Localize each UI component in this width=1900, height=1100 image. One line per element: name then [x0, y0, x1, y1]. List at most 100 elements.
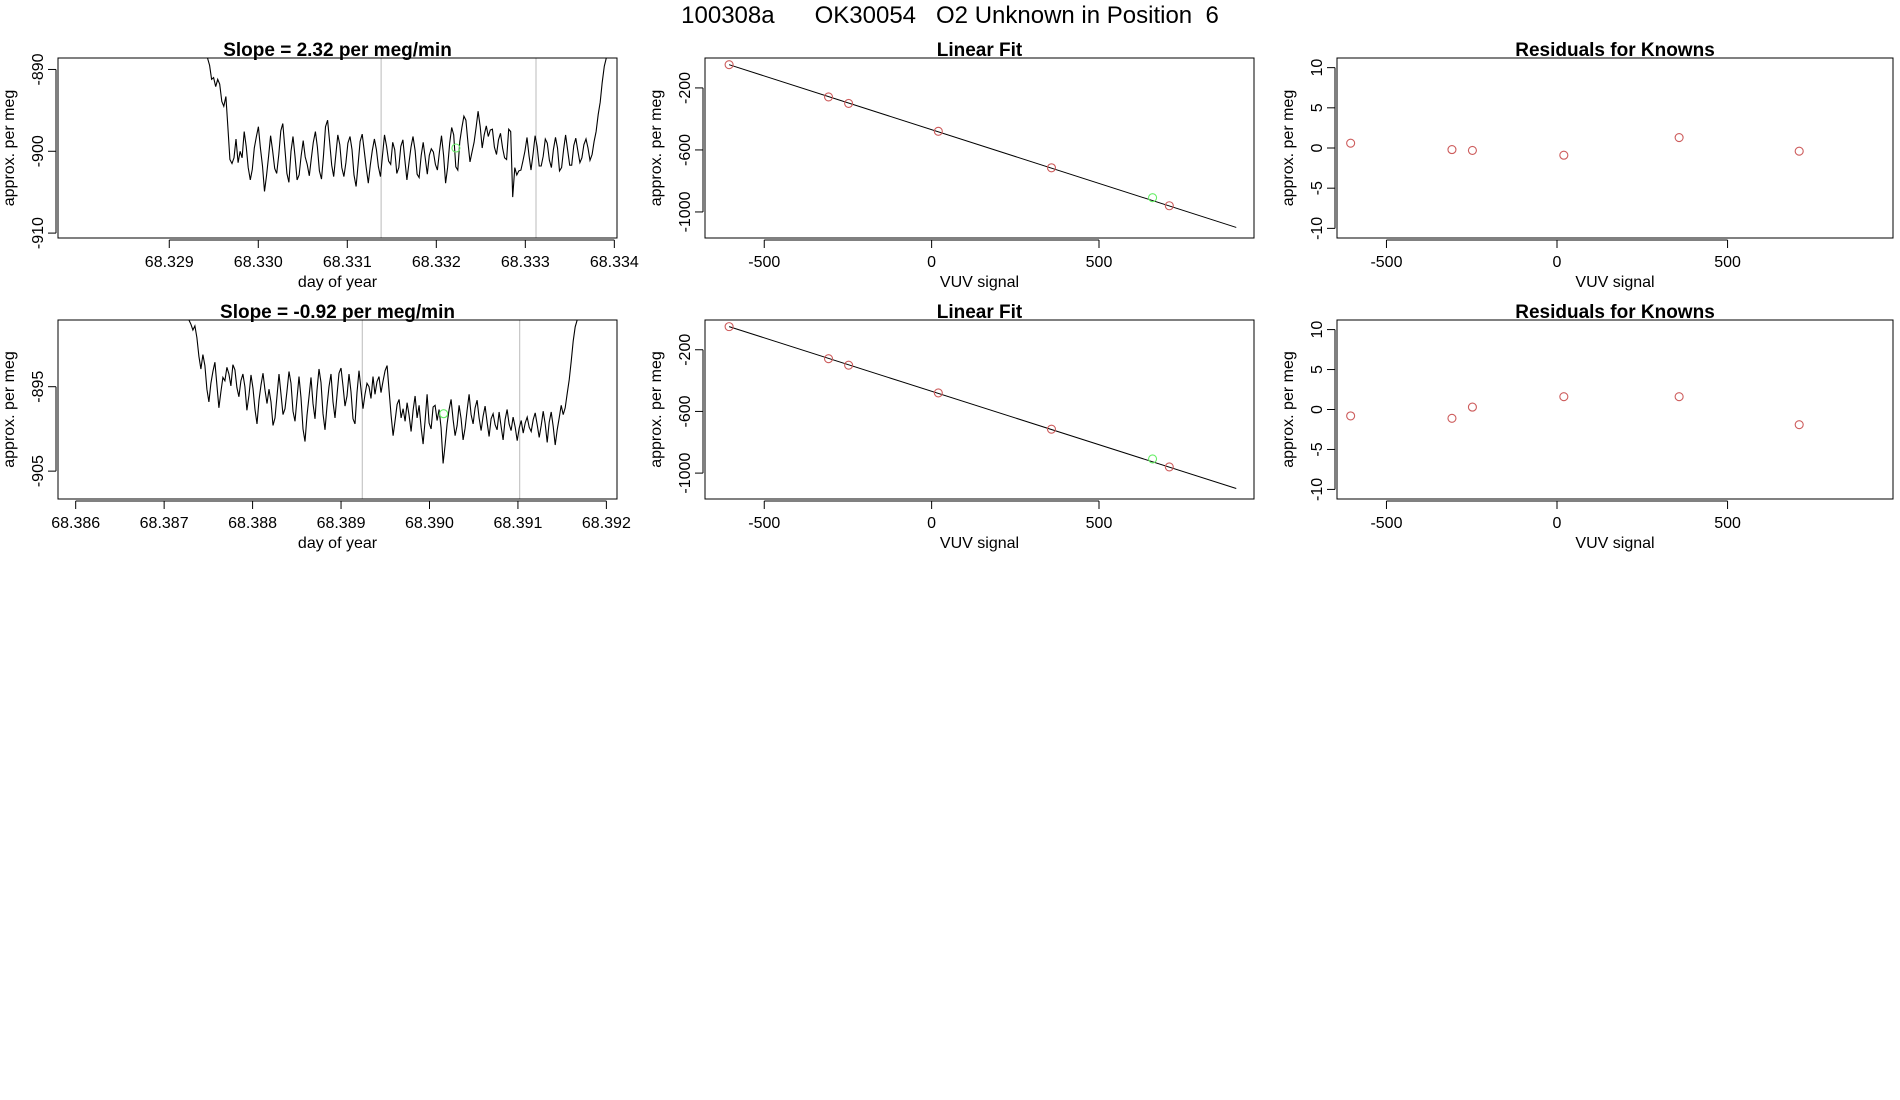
- plot-area: [724, 60, 1237, 228]
- x-tick-label: 68.392: [582, 515, 631, 532]
- x-tick-label: 68.329: [145, 254, 194, 271]
- x-tick-label: 68.334: [590, 254, 639, 271]
- y-tick-label: 0: [1309, 405, 1326, 414]
- x-tick-label: 68.389: [317, 515, 366, 532]
- x-axis-label: VUV signal: [940, 535, 1019, 552]
- known-point: [1467, 145, 1477, 155]
- known-point: [1346, 411, 1356, 421]
- x-tick-label: 68.391: [493, 515, 542, 532]
- plot-area: [1346, 392, 1804, 430]
- fit-line: [728, 64, 1237, 228]
- x-tick-label: 500: [1086, 254, 1113, 271]
- known-point: [933, 126, 943, 136]
- y-tick-label: 5: [1309, 103, 1326, 112]
- y-tick-label: -10: [1309, 478, 1326, 501]
- panel-drift-2: Slope = -0.92 per meg/min 68.386 68.387 68.…: [1, 302, 631, 552]
- known-point: [1447, 413, 1457, 423]
- known-point: [823, 354, 834, 364]
- y-axis-label: approx. per meg: [1280, 351, 1297, 468]
- x-tick-label: -500: [748, 254, 780, 271]
- chart-title: Slope = 2.32 per meg/min: [223, 40, 452, 61]
- known-point: [933, 388, 943, 398]
- plot-frame: [57, 319, 618, 500]
- known-point: [823, 92, 834, 102]
- panel-drift-1: Slope = 2.32 per meg/min 68.329 68.330 68.3…: [1, 40, 639, 291]
- known-point: [1559, 392, 1569, 402]
- chart-title: Linear Fit: [937, 40, 1023, 61]
- x-tick-label: -500: [748, 515, 780, 532]
- x-axis-label: VUV signal: [1575, 535, 1654, 552]
- plot-frame: [57, 57, 618, 239]
- panel-residuals-1: Residuals for Knowns -500 0 500 VUV signal -1…: [1280, 40, 1894, 291]
- y-axis-label: approx. per meg: [1280, 90, 1297, 207]
- x-tick-label: 68.387: [140, 515, 189, 532]
- x-tick-label: 68.331: [323, 254, 372, 271]
- known-point: [1046, 424, 1057, 434]
- plot-frame: [1336, 319, 1894, 500]
- x-tick-label: 68.330: [234, 254, 283, 271]
- plot-frame: [1336, 57, 1894, 239]
- y-tick-label: -200: [677, 72, 694, 104]
- plot-area: [1346, 133, 1804, 160]
- y-tick-label: -1000: [677, 191, 694, 232]
- known-point: [1046, 163, 1057, 173]
- known-point: [844, 360, 854, 370]
- unknown-point: [1148, 193, 1158, 203]
- y-tick-label: -1000: [677, 453, 694, 494]
- y-tick-label: 0: [1309, 143, 1326, 152]
- plot-area: [724, 322, 1237, 489]
- x-tick-label: 500: [1714, 515, 1741, 532]
- panel-linear-fit-1: Linear Fit -500 0 500 VUV signal -1000 -600 -20…: [648, 40, 1255, 291]
- x-axis-label: VUV signal: [1575, 274, 1654, 291]
- y-tick-label: -5: [1309, 442, 1326, 456]
- x-axis-label: day of year: [298, 274, 378, 291]
- y-tick-label: -10: [1309, 217, 1326, 240]
- known-point: [1346, 138, 1356, 148]
- x-tick-label: 500: [1714, 254, 1741, 271]
- panel-linear-fit-2: Linear Fit -500 0 500 VUV signal -1000 -600 -20…: [648, 302, 1255, 552]
- x-axis-label: day of year: [298, 535, 378, 552]
- y-tick-label: 5: [1309, 365, 1326, 374]
- y-axis-label: approx. per meg: [648, 351, 665, 468]
- y-tick-label: -900: [30, 135, 47, 167]
- known-point: [1164, 462, 1174, 472]
- y-tick-label: -895: [30, 371, 47, 403]
- y-axis-label: approx. per meg: [1, 351, 18, 468]
- unknown-point: [1148, 454, 1158, 464]
- known-point: [1794, 146, 1804, 156]
- y-tick-label: -910: [30, 217, 47, 249]
- chart-title: Slope = -0.92 per meg/min: [220, 302, 455, 323]
- y-tick-label: -200: [677, 334, 694, 366]
- known-point: [724, 322, 734, 332]
- known-point: [1674, 133, 1684, 143]
- chart-title: Residuals for Knowns: [1515, 302, 1715, 323]
- panel-residuals-2: Residuals for Knowns -500 0 500 VUV signal -1…: [1280, 302, 1894, 552]
- x-tick-label: 0: [927, 515, 936, 532]
- known-point: [844, 98, 854, 108]
- plot-area: [188, 320, 578, 499]
- x-tick-label: 0: [927, 254, 936, 271]
- x-tick-label: 68.386: [51, 515, 100, 532]
- x-axis-label: VUV signal: [940, 274, 1019, 291]
- figure-title: 100308a OK30054 O2 Unknown in Position 6: [681, 2, 1219, 29]
- x-tick-label: -500: [1370, 254, 1402, 271]
- known-point: [1164, 201, 1174, 211]
- y-tick-label: -905: [30, 455, 47, 487]
- unknown-sample-point: [439, 409, 449, 419]
- y-tick-label: -600: [677, 395, 694, 427]
- x-tick-label: 68.388: [228, 515, 277, 532]
- x-tick-label: 0: [1553, 254, 1562, 271]
- x-tick-label: 68.332: [412, 254, 461, 271]
- x-tick-label: 500: [1086, 515, 1113, 532]
- series-line: [188, 320, 578, 464]
- y-axis-label: approx. per meg: [648, 90, 665, 207]
- chart-title: Linear Fit: [937, 302, 1023, 323]
- y-tick-label: -5: [1309, 181, 1326, 195]
- y-tick-label: -890: [30, 53, 47, 85]
- plot-frame: [704, 319, 1255, 500]
- chart-title: Residuals for Knowns: [1515, 40, 1715, 61]
- y-axis-label: approx. per meg: [1, 90, 18, 207]
- y-tick-label: 10: [1309, 59, 1326, 77]
- known-point: [724, 60, 734, 70]
